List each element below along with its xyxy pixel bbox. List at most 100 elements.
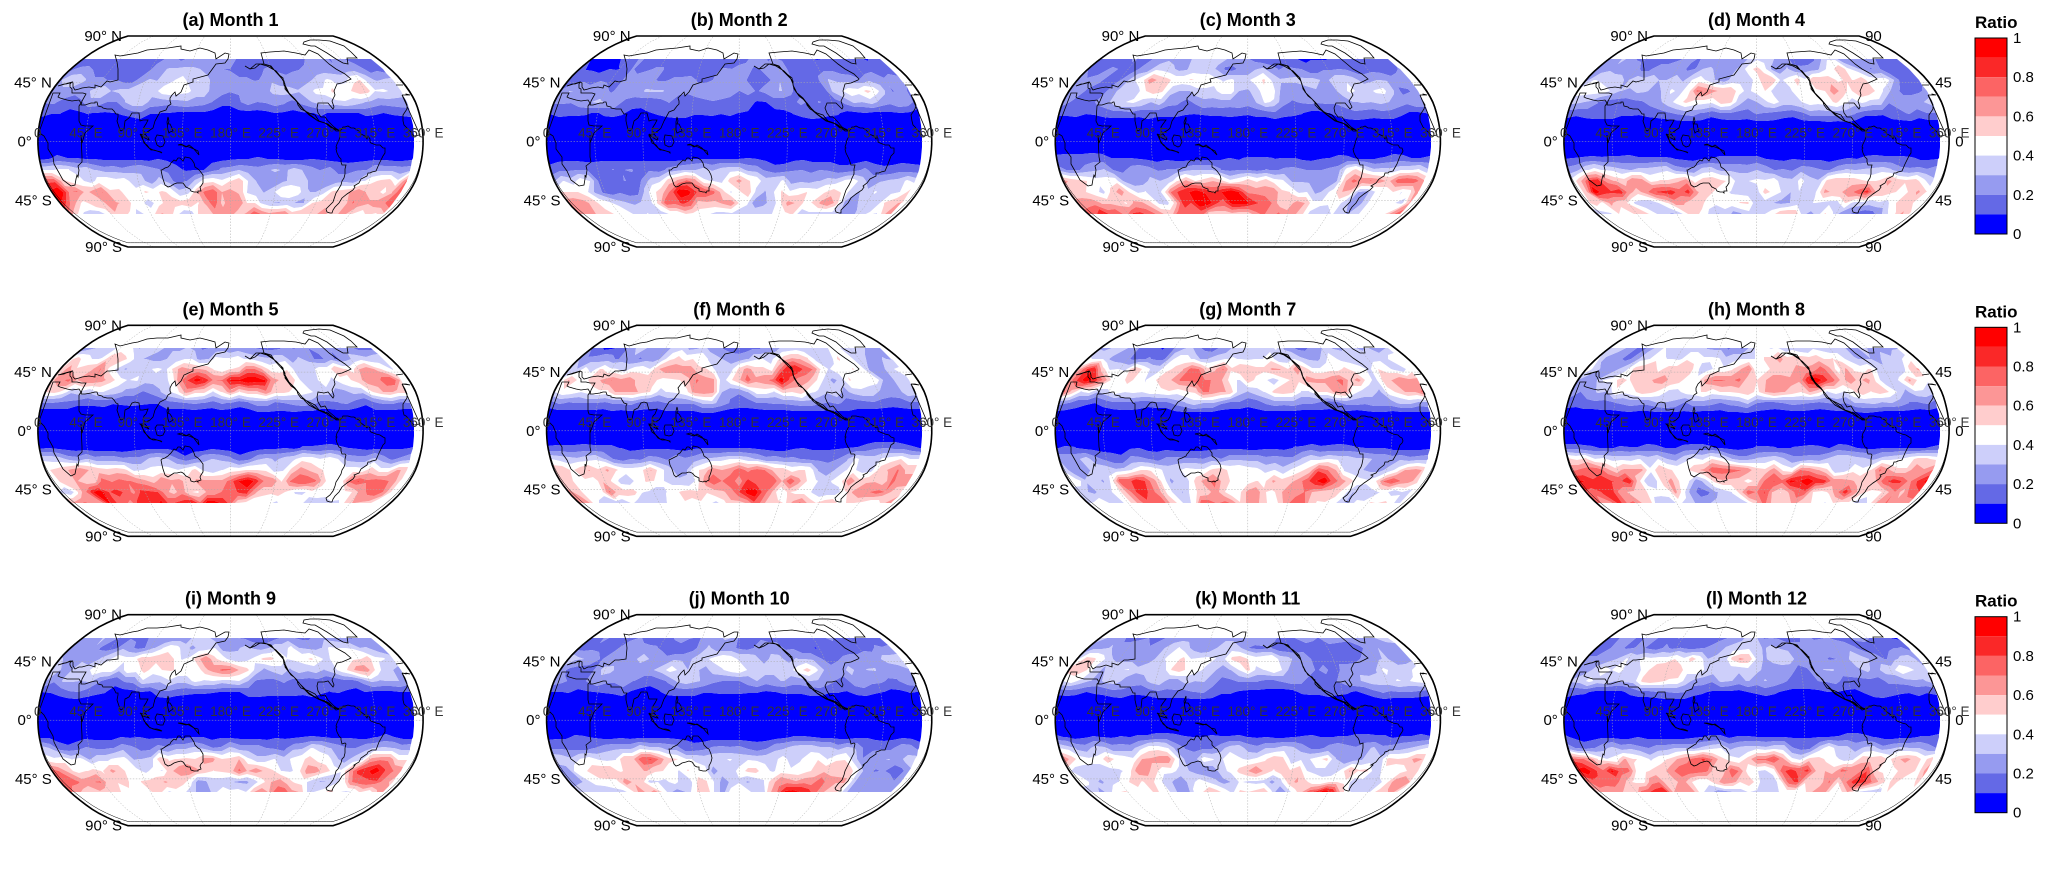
svg-text:225° E: 225° E xyxy=(1276,704,1317,719)
svg-text:0.8: 0.8 xyxy=(2013,359,2034,376)
svg-text:(h) Month 8: (h) Month 8 xyxy=(1708,299,1805,319)
svg-text:315° E: 315° E xyxy=(1881,704,1922,719)
svg-text:270° E: 270° E xyxy=(1324,126,1365,141)
svg-text:45: 45 xyxy=(1935,364,1952,381)
svg-text:45° S: 45° S xyxy=(524,192,561,209)
svg-text:0: 0 xyxy=(1051,126,1059,141)
svg-text:360° E: 360° E xyxy=(1929,415,1970,430)
svg-text:45° E: 45° E xyxy=(1087,415,1120,430)
svg-text:180° E: 180° E xyxy=(210,415,251,430)
svg-text:0°: 0° xyxy=(1543,134,1557,151)
svg-text:0: 0 xyxy=(34,704,42,719)
svg-text:225° E: 225° E xyxy=(1784,126,1825,141)
svg-text:1: 1 xyxy=(2013,609,2021,626)
svg-text:225° E: 225° E xyxy=(1784,704,1825,719)
svg-text:45° S: 45° S xyxy=(1541,192,1578,209)
svg-text:90° N: 90° N xyxy=(1610,28,1648,45)
svg-text:45: 45 xyxy=(1935,482,1952,499)
svg-text:45° S: 45° S xyxy=(1032,482,1069,499)
svg-text:180° E: 180° E xyxy=(1736,126,1777,141)
svg-text:1: 1 xyxy=(2013,319,2021,336)
svg-text:45° S: 45° S xyxy=(524,771,561,788)
svg-text:90° E: 90° E xyxy=(1644,415,1677,430)
svg-text:90° E: 90° E xyxy=(626,415,659,430)
svg-text:0.4: 0.4 xyxy=(2013,726,2034,743)
svg-text:0°: 0° xyxy=(1035,134,1049,151)
svg-text:315° E: 315° E xyxy=(355,126,396,141)
svg-text:90° S: 90° S xyxy=(85,818,122,835)
svg-text:360° E: 360° E xyxy=(1420,704,1461,719)
svg-text:315° E: 315° E xyxy=(863,126,904,141)
svg-text:225° E: 225° E xyxy=(258,415,299,430)
svg-text:90: 90 xyxy=(1865,239,1882,256)
svg-text:0°: 0° xyxy=(526,423,540,440)
svg-text:45° E: 45° E xyxy=(1087,126,1120,141)
svg-text:270° E: 270° E xyxy=(815,415,856,430)
svg-text:270° E: 270° E xyxy=(1832,126,1873,141)
svg-text:270° E: 270° E xyxy=(815,704,856,719)
svg-text:90° N: 90° N xyxy=(593,607,631,624)
svg-text:90° N: 90° N xyxy=(1610,607,1648,624)
svg-text:90° S: 90° S xyxy=(1102,528,1139,545)
svg-text:315° E: 315° E xyxy=(355,415,396,430)
svg-text:(e) Month 5: (e) Month 5 xyxy=(183,299,279,319)
svg-text:90° E: 90° E xyxy=(118,126,151,141)
svg-text:0.6: 0.6 xyxy=(2013,687,2034,704)
svg-text:0.4: 0.4 xyxy=(2013,437,2034,454)
svg-text:90° S: 90° S xyxy=(85,528,122,545)
svg-text:45° N: 45° N xyxy=(1032,364,1070,381)
svg-text:360° E: 360° E xyxy=(911,415,952,430)
svg-text:0.2: 0.2 xyxy=(2013,187,2034,204)
svg-text:0°: 0° xyxy=(17,423,31,440)
svg-text:0: 0 xyxy=(34,126,42,141)
svg-text:90° N: 90° N xyxy=(1610,317,1648,334)
svg-text:360° E: 360° E xyxy=(1929,126,1970,141)
svg-text:45° N: 45° N xyxy=(1032,653,1070,670)
svg-text:135° E: 135° E xyxy=(1688,415,1729,430)
svg-text:0: 0 xyxy=(1051,415,1059,430)
svg-text:45° N: 45° N xyxy=(14,364,52,381)
svg-text:90° N: 90° N xyxy=(84,317,122,334)
svg-text:45° N: 45° N xyxy=(14,75,52,92)
svg-text:0°: 0° xyxy=(17,712,31,729)
svg-text:45° S: 45° S xyxy=(524,482,561,499)
svg-text:90: 90 xyxy=(1865,317,1882,334)
svg-text:90° N: 90° N xyxy=(1102,317,1140,334)
svg-text:0.8: 0.8 xyxy=(2013,648,2034,665)
svg-text:135° E: 135° E xyxy=(671,415,712,430)
svg-text:45° S: 45° S xyxy=(15,771,52,788)
svg-text:135° E: 135° E xyxy=(1179,704,1220,719)
svg-text:45° E: 45° E xyxy=(69,415,102,430)
svg-text:360° E: 360° E xyxy=(911,126,952,141)
svg-text:Ratio: Ratio xyxy=(1975,302,2018,321)
svg-text:(i) Month 9: (i) Month 9 xyxy=(185,589,276,609)
svg-text:45: 45 xyxy=(1935,75,1952,92)
svg-text:45° N: 45° N xyxy=(523,653,561,670)
svg-text:180° E: 180° E xyxy=(210,126,251,141)
svg-text:135° E: 135° E xyxy=(1688,126,1729,141)
svg-text:45° N: 45° N xyxy=(523,75,561,92)
svg-text:45° E: 45° E xyxy=(69,704,102,719)
svg-text:180° E: 180° E xyxy=(719,126,760,141)
svg-text:90° N: 90° N xyxy=(1102,28,1140,45)
svg-text:45° N: 45° N xyxy=(1540,364,1578,381)
svg-text:90° E: 90° E xyxy=(1135,126,1168,141)
svg-text:90: 90 xyxy=(1865,28,1882,45)
svg-text:135° E: 135° E xyxy=(671,704,712,719)
svg-text:45° N: 45° N xyxy=(1032,75,1070,92)
svg-text:135° E: 135° E xyxy=(671,126,712,141)
svg-text:90° S: 90° S xyxy=(85,239,122,256)
svg-text:360° E: 360° E xyxy=(911,704,952,719)
svg-text:90° N: 90° N xyxy=(84,607,122,624)
svg-text:45° E: 45° E xyxy=(578,126,611,141)
svg-text:270° E: 270° E xyxy=(1832,415,1873,430)
svg-text:(l) Month 12: (l) Month 12 xyxy=(1706,589,1807,609)
svg-text:0.2: 0.2 xyxy=(2013,766,2034,783)
svg-text:270° E: 270° E xyxy=(1324,704,1365,719)
svg-text:180° E: 180° E xyxy=(1227,126,1268,141)
svg-text:0.6: 0.6 xyxy=(2013,398,2034,415)
svg-text:180° E: 180° E xyxy=(719,704,760,719)
svg-text:270° E: 270° E xyxy=(815,126,856,141)
svg-text:225° E: 225° E xyxy=(767,704,808,719)
svg-text:315° E: 315° E xyxy=(1372,704,1413,719)
